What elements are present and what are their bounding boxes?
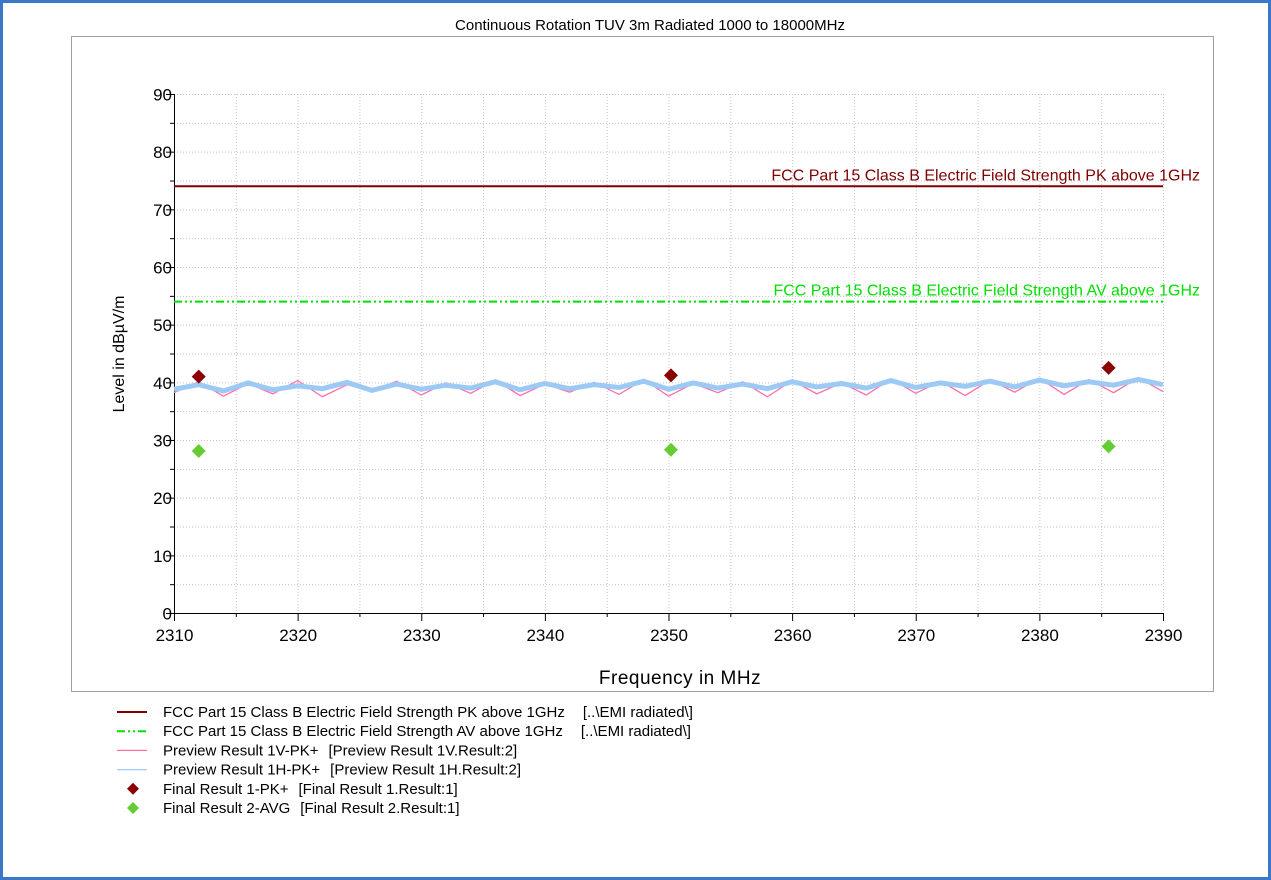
- marker: [663, 368, 678, 383]
- x-tick-label: 2310: [156, 626, 194, 645]
- y-tick-label: 90: [153, 86, 172, 105]
- chart-title: Continuous Rotation TUV 3m Radiated 1000…: [455, 17, 845, 34]
- legend-label: FCC Part 15 Class B Electric Field Stren…: [163, 723, 563, 740]
- series-line: [173, 376, 1164, 394]
- y-tick-label: 30: [153, 432, 172, 451]
- y-tick-label: 80: [153, 143, 172, 162]
- legend-label: Final Result 1-PK+: [163, 781, 289, 798]
- legend-source: [..\EMI radiated\]: [581, 723, 691, 740]
- legend-label: FCC Part 15 Class B Electric Field Stren…: [163, 704, 565, 721]
- x-tick-label: 2320: [279, 626, 317, 645]
- x-tick-label: 2390: [1145, 626, 1183, 645]
- y-tick-label: 40: [153, 374, 172, 393]
- x-tick-label: 2350: [650, 626, 688, 645]
- limit-label: FCC Part 15 Class B Electric Field Stren…: [771, 167, 1200, 184]
- marker: [1101, 439, 1116, 454]
- marker: [191, 369, 206, 384]
- y-tick-label: 50: [153, 316, 172, 335]
- legend-source: [Preview Result 1H.Result:2]: [330, 762, 521, 779]
- y-tick-label: 60: [153, 259, 172, 278]
- legend-swatch: [127, 802, 139, 814]
- y-axis-label: Level in dBµV/m: [111, 296, 128, 413]
- legend-source: [..\EMI radiated\]: [583, 704, 693, 721]
- legend-source: [Final Result 1.Result:1]: [298, 781, 457, 798]
- legend-label: Preview Result 1H-PK+: [163, 762, 320, 779]
- limit-label: FCC Part 15 Class B Electric Field Stren…: [773, 283, 1200, 300]
- y-tick-label: 0: [163, 605, 172, 624]
- marker: [191, 443, 206, 458]
- x-tick-label: 2360: [774, 626, 812, 645]
- marker: [663, 442, 678, 457]
- y-tick-label: 70: [153, 201, 172, 220]
- y-tick-label: 10: [153, 547, 172, 566]
- x-tick-label: 2380: [1021, 626, 1059, 645]
- legend-swatch: [127, 782, 139, 795]
- x-tick-label: 2330: [403, 626, 441, 645]
- chart-box: [71, 36, 1214, 692]
- x-tick-label: 2340: [526, 626, 564, 645]
- x-axis-label: Frequency in MHz: [599, 668, 761, 689]
- x-tick-label: 2370: [897, 626, 935, 645]
- marker: [1101, 360, 1116, 375]
- legend-source: [Final Result 2.Result:1]: [300, 800, 459, 817]
- y-tick-label: 20: [153, 489, 172, 508]
- legend-source: [Preview Result 1V.Result:2]: [329, 742, 518, 759]
- legend-label: Preview Result 1V-PK+: [163, 742, 319, 759]
- legend-label: Final Result 2-AVG: [163, 800, 290, 817]
